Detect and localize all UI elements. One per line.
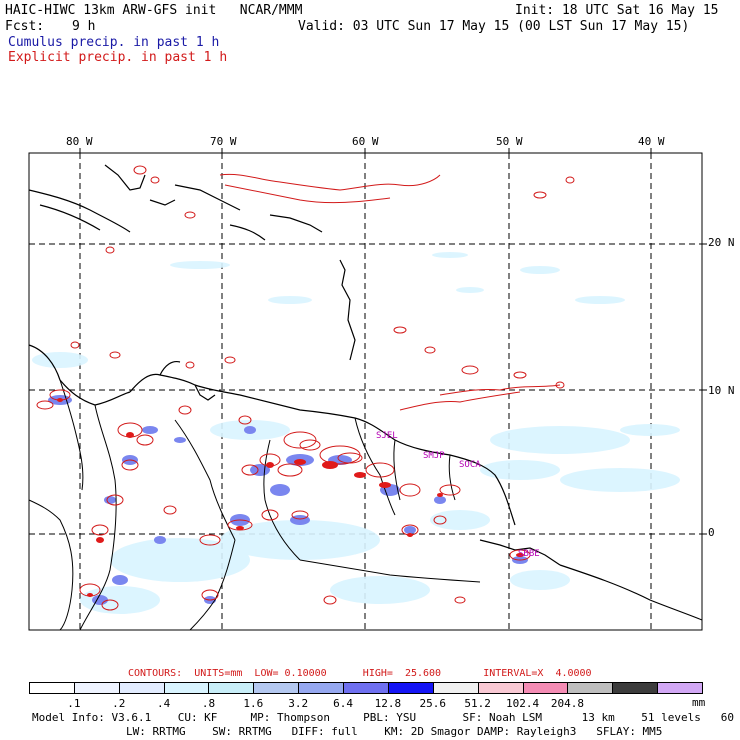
graticule — [29, 153, 702, 630]
color-bar-box — [73, 682, 120, 694]
lat-label-20n: 20 N — [708, 236, 735, 249]
color-bar-box — [208, 682, 255, 694]
lon-label-60w: 60 W — [352, 135, 379, 148]
color-bar-box — [432, 682, 479, 694]
cumulus-light-shading — [32, 252, 680, 614]
forecast-label: Fcst: — [5, 19, 45, 34]
color-bar-value: 6.4 — [333, 697, 353, 710]
color-bar-value: 1.6 — [243, 697, 264, 710]
map-title: HAIC-HIWC 13km ARW-GFS init NCAR/MMM — [5, 3, 303, 18]
color-bar-value: .4 — [156, 697, 171, 710]
lon-label-70w: 70 W — [210, 135, 237, 148]
contours-info: CONTOURS: UNITS=mm LOW= 0.10000 HIGH= 25… — [128, 668, 592, 679]
color-bar-box — [477, 682, 524, 694]
station-sjel: SJEL — [376, 431, 398, 441]
color-bar-box — [118, 682, 165, 694]
station-soca: SOCA — [459, 460, 481, 470]
color-bar-box — [163, 682, 210, 694]
color-bar-box — [298, 682, 345, 694]
lon-label-40w: 40 W — [638, 135, 665, 148]
lat-label-0: 0 — [708, 526, 715, 539]
color-bar-box — [657, 682, 703, 694]
init-time: Init: 18 UTC Sat 16 May 15 — [515, 3, 719, 18]
color-bar-box — [343, 682, 389, 694]
lon-label-80w: 80 W — [66, 135, 93, 148]
color-bar-box — [567, 682, 614, 694]
forecast-hour: 9 h — [72, 19, 96, 34]
coastlines — [28, 164, 703, 631]
explicit-contours — [36, 165, 575, 611]
color-bar-value: 102.4 — [505, 697, 540, 710]
color-bar-box — [387, 682, 434, 694]
color-bar-box — [253, 682, 300, 694]
color-bar-value: .8 — [201, 697, 216, 710]
color-bar-box — [522, 682, 569, 694]
model-info-line2: LW: RRTMG SW: RRTMG DIFF: full KM: 2D Sm… — [126, 725, 663, 738]
valid-time: Valid: 03 UTC Sun 17 May 15 (00 LST Sun … — [298, 19, 690, 34]
color-bar-value: 25.6 — [419, 697, 447, 710]
lon-ticks — [79, 148, 707, 535]
lat-label-10n: 10 N — [708, 384, 735, 397]
color-bar-box — [612, 682, 659, 694]
station-sbbe: SBBE — [518, 549, 540, 559]
color-bar-value: 12.8 — [374, 697, 402, 710]
explicit-intense — [57, 398, 524, 597]
color-bar-value: 51.2 — [464, 697, 491, 710]
cumulus-legend: Cumulus precip. in past 1 h — [8, 35, 220, 50]
color-bar-unit: mm — [692, 696, 706, 709]
lon-label-50w: 50 W — [496, 135, 523, 148]
station-smjp: SMJP — [423, 451, 445, 461]
color-bar-value: 3.2 — [288, 697, 309, 710]
color-bar-box — [29, 682, 75, 694]
explicit-legend: Explicit precip. in past 1 h — [8, 50, 228, 65]
color-bar-value: 204.8 — [550, 697, 584, 710]
model-info-line1: Model Info: V3.6.1 CU: KF MP: Thompson P… — [32, 711, 740, 724]
color-bar-value: .2 — [112, 697, 126, 710]
color-bar-value: .1 — [67, 697, 81, 710]
